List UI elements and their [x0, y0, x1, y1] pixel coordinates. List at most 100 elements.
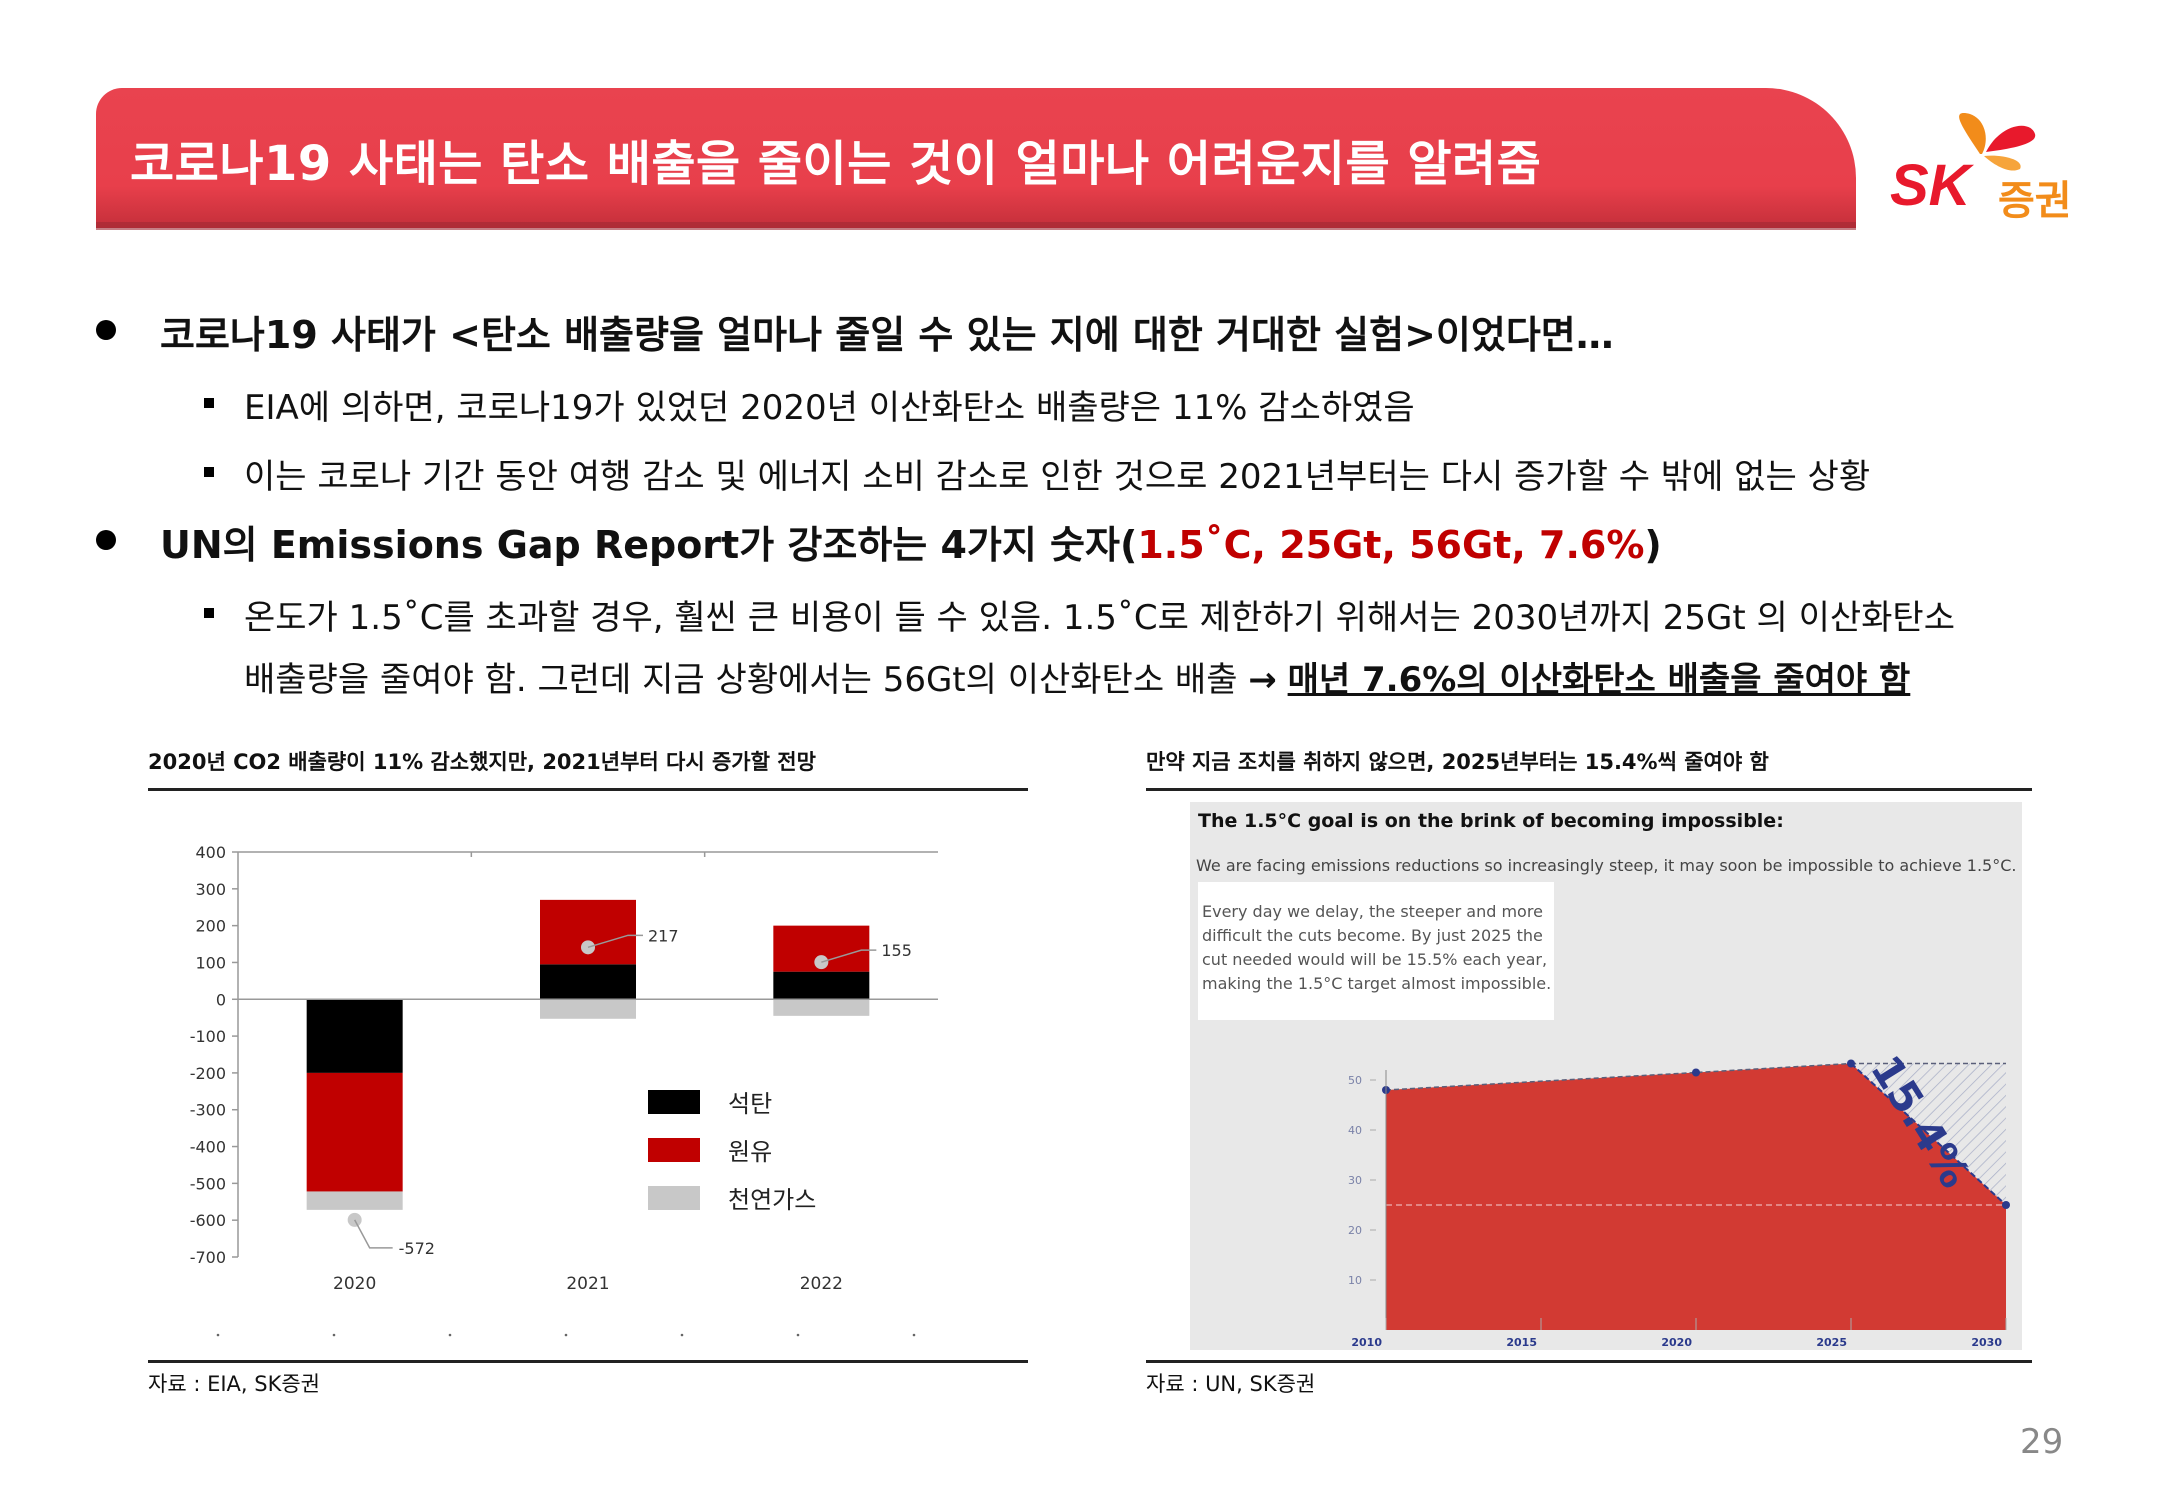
- y-tick-label: 300: [195, 880, 226, 899]
- legend-swatch: [648, 1186, 700, 1210]
- right-figure-caption: 만약 지금 조치를 취하지 않으면, 2025년부터는 15.4%씩 줄여야 함: [1146, 750, 1769, 774]
- bullet-dot: [96, 320, 116, 340]
- y-tick-label: -100: [190, 1027, 226, 1046]
- left-bar-chart: 400 300 200 100 0 -100 -200 -300 -400 -500 -600 -70…: [190, 843, 938, 1337]
- minor-dot: [448, 1333, 452, 1337]
- minor-dot: [564, 1333, 568, 1337]
- left-figure-source: 자료 : EIA, SK증권: [148, 1372, 320, 1396]
- bullet-2-sub-plain: 배출량을 줄여야 함. 그런데 지금 상황에서는 56Gt의 이산화탄소 배출: [244, 660, 1249, 700]
- y-tick-label: -200: [190, 1064, 226, 1083]
- x-tick-label: 2022: [800, 1274, 843, 1294]
- right-figure-source: 자료 : UN, SK증권: [1146, 1372, 1316, 1396]
- bullet-2-sub-line-1: 온도가 1.5˚C를 초과할 경우, 훨씬 큰 비용이 들 수 있음. 1.5˚…: [244, 598, 1955, 638]
- legend-swatch: [648, 1090, 700, 1114]
- bar-segment: [773, 999, 870, 1016]
- arrow-icon: →: [1248, 660, 1277, 700]
- bullet-2-text: UN의 Emissions Gap Report가 강조하는 4가지 숫자(1.…: [160, 514, 1662, 569]
- bullet-2-red-figures: 1.5˚C, 25Gt, 56Gt, 7.6%: [1137, 523, 1645, 567]
- emissions-area: [1386, 1063, 2006, 1330]
- minor-dot: [796, 1333, 800, 1337]
- legend-label: 석탄: [728, 1090, 772, 1118]
- y-tick-label: -600: [190, 1211, 226, 1230]
- bar-segment: [540, 964, 636, 1000]
- bullet-1-text: 코로나19 사태가 <탄소 배출량을 얼마나 줄일 수 있는 지에 대한 거대한…: [160, 313, 1614, 357]
- bullet-2-sub-line-2: 배출량을 줄여야 함. 그런데 지금 상황에서는 56Gt의 이산화탄소 배출 …: [244, 652, 1910, 701]
- bar-segment: [773, 971, 870, 1000]
- y-tick-label: 20: [1348, 1224, 1362, 1237]
- page-number: 29: [2020, 1422, 2064, 1462]
- left-figure-top-rule: [148, 788, 1028, 791]
- decline-line: [1850, 1062, 2007, 1206]
- legend-label: 원유: [728, 1138, 772, 1166]
- title-banner: [96, 88, 1856, 228]
- note-line: making the 1.5°C target almost impossibl…: [1202, 974, 1552, 993]
- right-panel-note: Every day we delay, the steeper and more…: [1198, 882, 1554, 1020]
- y-tick-label: 30: [1348, 1174, 1362, 1187]
- y-tick-label: 50: [1348, 1074, 1362, 1087]
- bullet-dot: [96, 530, 116, 550]
- right-panel-subtitle: We are facing emissions reductions so in…: [1196, 856, 2017, 875]
- minor-dot: [216, 1333, 220, 1337]
- y-tick-label: -500: [190, 1174, 226, 1193]
- minor-dot: [680, 1333, 684, 1337]
- note-line: Every day we delay, the steeper and more: [1202, 902, 1543, 921]
- left-figure-caption: 2020년 CO2 배출량이 11% 감소했지만, 2021년부터 다시 증가할…: [148, 750, 816, 774]
- bar-segment: [306, 1191, 403, 1210]
- y-tick-label: 400: [195, 843, 226, 862]
- data-point: [1692, 1068, 1700, 1077]
- bullet-2-suffix: ): [1644, 523, 1662, 567]
- logo-sk-text: SK: [1890, 153, 1971, 218]
- data-label: 217: [648, 926, 679, 945]
- left-figure-bottom-rule: [148, 1360, 1028, 1363]
- bar-segment: [540, 999, 636, 1019]
- data-label-leader: [354, 1219, 393, 1249]
- square-bullet: [204, 467, 214, 477]
- data-label-leader: [587, 934, 643, 949]
- page-title: 코로나19 사태는 탄소 배출을 줄이는 것이 얼마나 어려운지를 알려줌: [130, 136, 1542, 192]
- x-tick-label: 2025: [1816, 1336, 1847, 1349]
- data-point: [2002, 1201, 2010, 1209]
- bullet-1-sub-1: EIA에 의하면, 코로나19가 있었던 2020년 이산화탄소 배출량은 11…: [244, 388, 1415, 428]
- y-tick-label: 200: [195, 917, 226, 936]
- butterfly-icon: [1959, 113, 2036, 171]
- right-panel: The 1.5°C goal is on the brink of becomi…: [1190, 802, 2022, 1350]
- data-point: [1847, 1059, 1855, 1068]
- bar-segment: [306, 1072, 403, 1192]
- y-tick-label: 0: [216, 990, 226, 1009]
- y-tick-label: 40: [1348, 1124, 1362, 1137]
- x-tick-label: 2020: [1661, 1336, 1692, 1349]
- minor-dot: [912, 1333, 916, 1337]
- title-banner-shadow: [96, 222, 1856, 230]
- legend-swatch: [648, 1138, 700, 1162]
- sk-securities-logo: SK 증권: [1890, 104, 2090, 224]
- x-tick-label: 2015: [1506, 1336, 1537, 1349]
- y-tick-label: -400: [190, 1138, 226, 1157]
- y-tick-label: -300: [190, 1101, 226, 1120]
- square-bullet: [204, 398, 214, 408]
- bar-segment: [306, 999, 403, 1073]
- data-label-leader: [821, 949, 877, 963]
- minor-dot: [332, 1333, 336, 1337]
- data-label: -572: [399, 1239, 435, 1258]
- legend-label: 천연가스: [728, 1186, 816, 1214]
- right-figure-top-rule: [1146, 788, 2032, 791]
- bullet-2-emphasis: 매년 7.6%의 이산화탄소 배출을 줄여야 함: [1287, 660, 1911, 700]
- square-bullet: [204, 608, 214, 618]
- bullet-2-prefix: UN의 Emissions Gap Report가 강조하는 4가지 숫자(: [160, 523, 1138, 567]
- x-tick-label: 2020: [333, 1274, 376, 1294]
- data-label: 155: [881, 941, 912, 960]
- bullet-1-sub-2: 이는 코로나 기간 동안 여행 감소 및 에너지 소비 감소로 인한 것으로 2…: [244, 457, 1871, 497]
- y-tick-label: 100: [195, 953, 226, 972]
- data-label-marker: [581, 940, 595, 955]
- x-tick-label: 2030: [1971, 1336, 2002, 1349]
- note-line: difficult the cuts become. By just 2025 …: [1202, 926, 1543, 945]
- bar-segment: [540, 899, 636, 965]
- right-figure-bottom-rule: [1146, 1360, 2032, 1363]
- right-panel-title: The 1.5°C goal is on the brink of becomi…: [1198, 810, 1784, 832]
- x-tick-label: 2021: [566, 1274, 609, 1294]
- x-tick-label: 2010: [1351, 1336, 1382, 1349]
- y-tick-label: 10: [1348, 1274, 1362, 1287]
- y-tick-label: -700: [190, 1248, 226, 1267]
- logo-korean-text: 증권: [1998, 178, 2072, 224]
